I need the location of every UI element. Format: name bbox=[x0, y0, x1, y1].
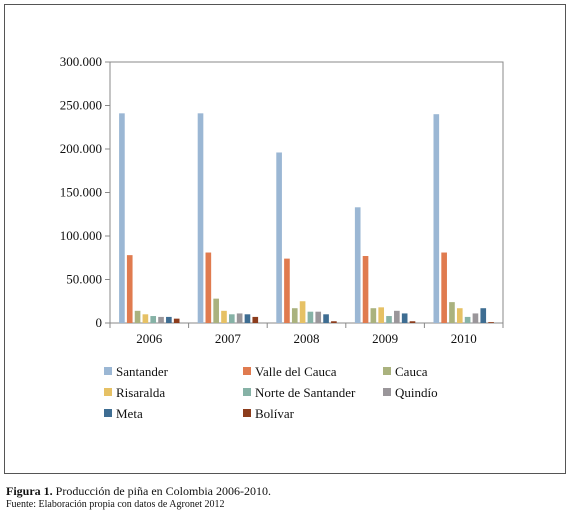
bar bbox=[315, 311, 322, 323]
bar bbox=[370, 308, 377, 323]
bar bbox=[126, 255, 133, 323]
x-category-label: 2010 bbox=[451, 331, 477, 346]
bar bbox=[150, 316, 157, 323]
bar bbox=[299, 301, 306, 323]
bar bbox=[197, 113, 204, 323]
bar bbox=[464, 316, 471, 323]
bar bbox=[449, 302, 455, 323]
legend-swatch bbox=[243, 388, 251, 396]
figure-label: Figura 1. bbox=[6, 484, 53, 498]
bar bbox=[173, 318, 180, 323]
legend-swatch bbox=[104, 367, 112, 375]
legend-swatch bbox=[104, 388, 112, 396]
bar bbox=[134, 310, 141, 323]
x-category-label: 2009 bbox=[372, 331, 398, 346]
bar bbox=[401, 313, 408, 323]
x-category-label: 2008 bbox=[294, 331, 320, 346]
legend-label: Norte de Santander bbox=[255, 385, 356, 400]
y-tick-label: 300.000 bbox=[60, 54, 102, 69]
bar bbox=[362, 256, 369, 323]
y-tick-label: 50.000 bbox=[66, 272, 102, 287]
legend-swatch bbox=[104, 409, 112, 417]
bar bbox=[221, 310, 227, 323]
legend-label: Valle del Cauca bbox=[255, 364, 337, 379]
bar bbox=[394, 310, 400, 323]
bar bbox=[480, 308, 487, 323]
y-tick-label: 100.000 bbox=[60, 228, 102, 243]
bar bbox=[323, 314, 329, 323]
bar bbox=[166, 316, 172, 323]
bar-chart: 0 50.000 100.000 150.000 200.000 250.000 300.0… bbox=[60, 54, 504, 421]
bar bbox=[244, 314, 251, 323]
bar bbox=[205, 252, 212, 323]
bar bbox=[386, 316, 392, 323]
bar bbox=[252, 316, 259, 323]
legend-swatch bbox=[383, 367, 391, 375]
legend-label: Bolívar bbox=[255, 406, 295, 421]
y-tick-label: 150.000 bbox=[60, 185, 102, 200]
y-tick-label: 200.000 bbox=[60, 141, 102, 156]
bar bbox=[433, 114, 440, 323]
bar bbox=[119, 113, 125, 323]
bar bbox=[472, 313, 479, 323]
bar bbox=[331, 321, 337, 323]
legend-swatch bbox=[243, 409, 251, 417]
bar bbox=[158, 316, 164, 323]
figure-title: Producción de piña en Colombia 2006-2010… bbox=[55, 484, 271, 498]
bar bbox=[291, 308, 298, 323]
bar bbox=[228, 314, 235, 323]
bar bbox=[236, 313, 243, 323]
legend-label: Risaralda bbox=[116, 385, 165, 400]
bar bbox=[276, 152, 282, 323]
bar bbox=[456, 308, 463, 323]
bar bbox=[378, 307, 385, 323]
x-category-label: 2007 bbox=[215, 331, 242, 346]
bar bbox=[488, 322, 494, 323]
y-tick-label: 250.000 bbox=[60, 98, 102, 113]
y-tick-label: 0 bbox=[96, 315, 103, 330]
legend-swatch bbox=[243, 367, 251, 375]
bar bbox=[441, 252, 447, 323]
legend-label: Quindío bbox=[395, 385, 438, 400]
x-category-label: 2006 bbox=[136, 331, 163, 346]
legend-label: Cauca bbox=[395, 364, 428, 379]
bar bbox=[307, 311, 314, 323]
bar bbox=[213, 298, 219, 323]
figure-caption: Figura 1. Producción de piña en Colombia… bbox=[6, 485, 271, 511]
bar bbox=[284, 258, 290, 323]
figure-frame bbox=[4, 4, 566, 474]
legend-label: Santander bbox=[116, 364, 169, 379]
bar bbox=[354, 207, 361, 323]
figure-source: Fuente: Elaboración propia con datos de … bbox=[6, 499, 225, 510]
bar bbox=[142, 314, 149, 323]
legend-swatch bbox=[383, 388, 391, 396]
legend-label: Meta bbox=[116, 406, 143, 421]
bar bbox=[409, 321, 416, 323]
